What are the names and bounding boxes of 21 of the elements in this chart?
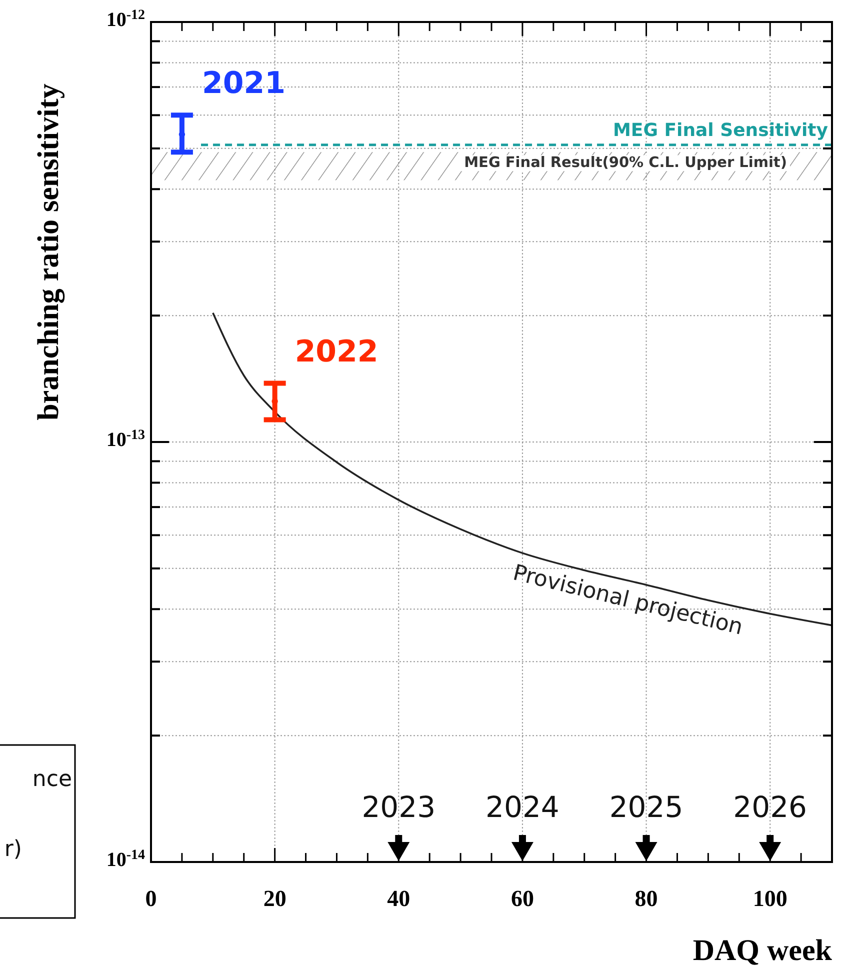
text: r) [4, 837, 22, 862]
x-tick-label: 20 [263, 886, 286, 911]
annotation: 2025 [609, 790, 684, 824]
y-tick-label: 10$^{-13}$ [106, 428, 145, 451]
annotation: 2026 [733, 790, 807, 824]
series-label: 2021 [202, 66, 286, 102]
y-axis-title: branching ratio sensitivity [32, 84, 65, 420]
annotation: 2023 [362, 790, 436, 824]
annotation: 2024 [486, 790, 560, 824]
x-axis-title: DAQ week [692, 934, 832, 967]
x-tick-label: 0 [145, 886, 157, 911]
x-tick-label: 100 [752, 886, 788, 911]
y-tick-label: 10$^{-12}$ [106, 8, 145, 31]
band-label: MEG Final Result(90% C.L. Upper Limit) [464, 155, 787, 172]
x-tick-label: 40 [387, 886, 410, 911]
ref-line-label: MEG Final Sensitivity [613, 120, 828, 141]
x-tick-label: 60 [510, 886, 534, 911]
text: nce [32, 767, 72, 792]
series-label: 2022 [294, 334, 378, 370]
y-tick-label: 10$^{-14}$ [106, 848, 145, 871]
x-tick-label: 80 [634, 886, 658, 911]
